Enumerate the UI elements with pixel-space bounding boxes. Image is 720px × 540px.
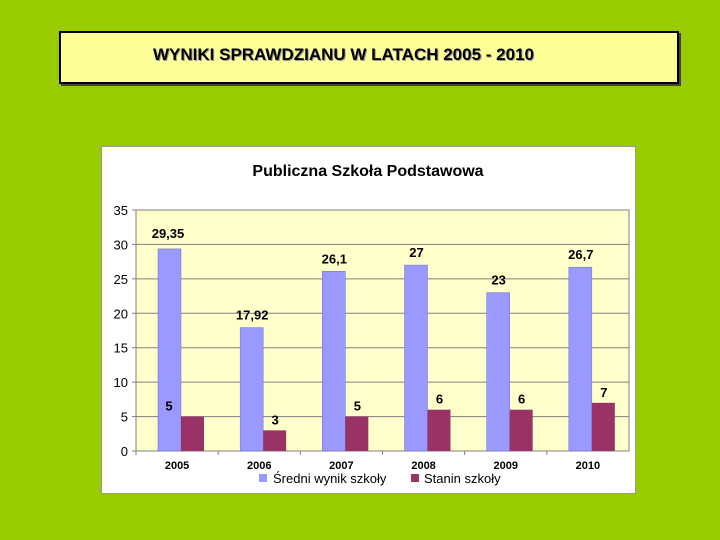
x-tick-label: 2010	[576, 460, 600, 472]
bar-chart: Publiczna Szkoła Podstawowa 0 5 10 15 20 25 30…	[114, 163, 630, 486]
bar-series-1	[322, 271, 346, 452]
data-label-series-2: 6	[436, 392, 443, 407]
bar-series-1	[157, 248, 182, 452]
data-label-series-1: 23	[491, 273, 505, 288]
bar-series-1	[568, 266, 593, 452]
data-label-series-2: 6	[518, 392, 525, 407]
bar-series-2	[427, 409, 451, 451]
data-label-series-1: 26,1	[322, 251, 347, 266]
data-label-series-2: 3	[272, 412, 279, 427]
y-tick-label: 15	[114, 341, 128, 356]
data-label-series-2: 7	[600, 385, 607, 400]
y-tick-label: 5	[121, 410, 128, 425]
plot-area: 0 5 10 15 20 25 30 35 29,35 5 2005 17,92 3 2006 26,1 5 2…	[114, 203, 630, 472]
x-tick-label: 2008	[411, 460, 435, 472]
y-tick-label: 20	[114, 306, 128, 321]
y-tick-label: 30	[114, 237, 128, 252]
y-tick-label: 25	[114, 272, 128, 287]
legend-label-series-2: Stanin szkoły	[424, 471, 501, 486]
chart-frame: Publiczna Szkoła Podstawowa 0 5 10 15 20 25 30…	[101, 146, 636, 494]
bar-series-1	[486, 292, 510, 452]
x-tick-label: 2006	[247, 460, 271, 472]
data-label-series-2: 5	[165, 399, 172, 414]
x-tick-label: 2007	[329, 460, 353, 472]
bar-series-1	[404, 264, 428, 452]
legend-label-series-1: Średni wynik szkoły	[273, 471, 387, 486]
y-tick-label: 10	[114, 375, 128, 390]
data-label-series-1: 17,92	[236, 308, 269, 323]
slide-title-box: WYNIKI SPRAWDZIANU W LATACH 2005 - 2010	[59, 31, 679, 84]
data-label-series-2: 5	[354, 399, 361, 414]
legend-swatch-series-1	[259, 474, 267, 482]
y-tick-label: 0	[121, 444, 128, 459]
bar-series-2	[591, 402, 615, 451]
y-tick-label: 35	[114, 203, 128, 218]
bar-series-2	[345, 416, 369, 451]
bar-series-1	[239, 327, 264, 452]
bar-series-2	[509, 409, 533, 451]
data-label-series-1: 29,35	[152, 226, 185, 241]
data-label-series-1: 26,7	[568, 247, 593, 262]
bar-series-2	[263, 430, 287, 451]
bar-series-2	[181, 416, 204, 451]
x-tick-label: 2005	[165, 460, 189, 472]
chart-legend: Średni wynik szkoły Stanin szkoły	[259, 471, 501, 486]
data-label-series-1: 27	[409, 245, 423, 260]
chart-title: Publiczna Szkoła Podstawowa	[252, 163, 483, 180]
plot-background	[135, 209, 630, 452]
slide-title: WYNIKI SPRAWDZIANU W LATACH 2005 - 2010	[153, 45, 534, 64]
x-tick-label: 2009	[494, 460, 518, 472]
legend-swatch-series-2	[411, 474, 419, 482]
